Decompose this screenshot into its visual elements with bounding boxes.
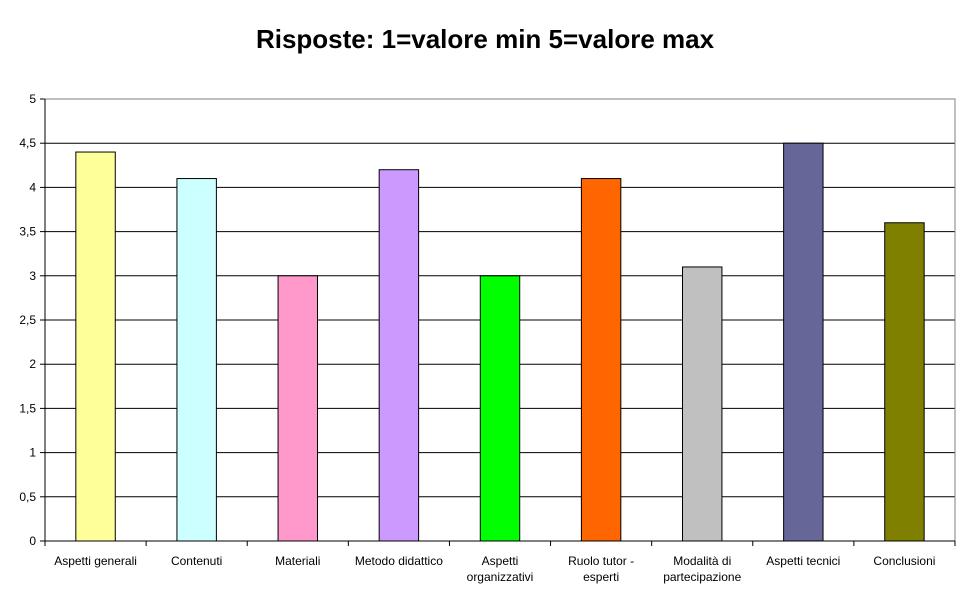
x-tick-label: Aspetti generali — [54, 554, 137, 568]
y-tick-label: 1 — [29, 446, 36, 460]
y-tick-label: 2 — [29, 357, 36, 371]
x-tick-label: Materiali — [275, 554, 320, 568]
y-tick-label: 0 — [29, 534, 36, 548]
bar — [378, 169, 420, 542]
bar — [75, 151, 116, 542]
y-tick-label: 3,5 — [19, 225, 36, 239]
x-tick-label: Metodo didattico — [355, 554, 443, 568]
y-tick-label: 4 — [29, 180, 36, 194]
bar — [580, 178, 622, 542]
x-tick-label: Ruolo tutor -esperti — [568, 554, 634, 584]
chart-title: Risposte: 1=valore min 5=valore max — [255, 24, 715, 54]
bar — [884, 222, 925, 542]
x-tick-label: Conclusioni — [873, 554, 935, 568]
bar — [176, 178, 217, 542]
bar — [783, 142, 824, 542]
x-tick-label: Modalità di partecipazione — [663, 554, 741, 584]
bar — [277, 275, 318, 542]
bar — [682, 266, 723, 542]
y-tick-label: 4,5 — [19, 136, 36, 150]
x-tick-label: Contenuti — [171, 554, 222, 568]
y-tick-label: 0,5 — [19, 490, 36, 504]
y-tick-label: 2,5 — [19, 313, 36, 327]
x-tick-label: Aspetti tecnici — [766, 554, 840, 568]
bar — [479, 275, 521, 542]
y-tick-label: 3 — [29, 269, 36, 283]
y-tick-label: 1,5 — [19, 401, 36, 415]
x-tick-label: Aspetti organizzativi — [467, 554, 534, 584]
y-tick-label: 5 — [29, 92, 36, 106]
